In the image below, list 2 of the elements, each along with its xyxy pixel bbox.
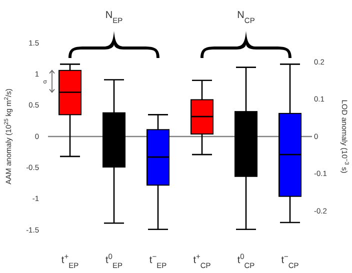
text: N$_{EP}$ — [105, 10, 123, 24]
text: N$_{CP}$ — [237, 10, 255, 24]
